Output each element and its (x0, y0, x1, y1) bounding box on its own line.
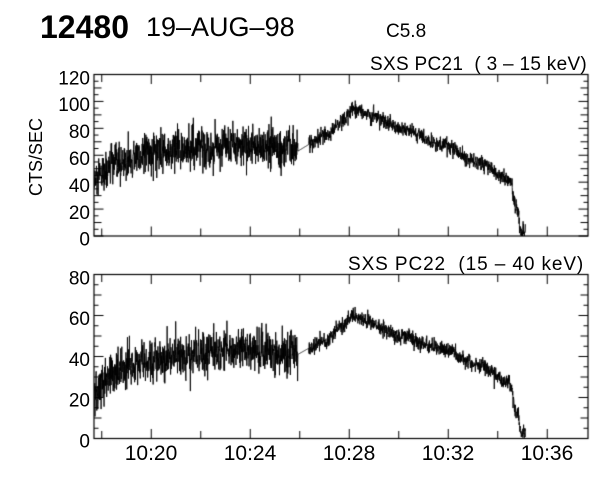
svg-text:19–AUG–98: 19–AUG–98 (146, 12, 295, 42)
svg-text:60: 60 (69, 149, 90, 170)
svg-text:0: 0 (79, 230, 90, 251)
svg-text:SXS PC22 (15 – 40 keV): SXS PC22 (15 – 40 keV) (348, 254, 584, 275)
svg-text:80: 80 (69, 269, 90, 290)
svg-text:CTS/SEC: CTS/SEC (26, 118, 46, 196)
svg-text:12480: 12480 (40, 9, 129, 45)
svg-text:C5.8: C5.8 (386, 21, 426, 42)
svg-text:100: 100 (58, 95, 90, 116)
svg-text:40: 40 (69, 176, 90, 197)
svg-text:20: 20 (69, 203, 90, 224)
svg-text:SXS PC21 ( 3 – 15 keV): SXS PC21 ( 3 – 15 keV) (370, 54, 587, 75)
svg-text:10:32: 10:32 (422, 442, 475, 465)
svg-text:60: 60 (69, 309, 90, 330)
svg-text:10:24: 10:24 (224, 442, 277, 465)
svg-text:20: 20 (69, 391, 90, 412)
svg-text:80: 80 (69, 122, 90, 143)
svg-text:10:28: 10:28 (323, 442, 376, 465)
svg-text:10:20: 10:20 (125, 442, 178, 465)
svg-text:10:36: 10:36 (521, 442, 574, 465)
svg-text:0: 0 (79, 432, 90, 453)
svg-text:120: 120 (58, 69, 90, 90)
svg-text:40: 40 (69, 350, 90, 371)
